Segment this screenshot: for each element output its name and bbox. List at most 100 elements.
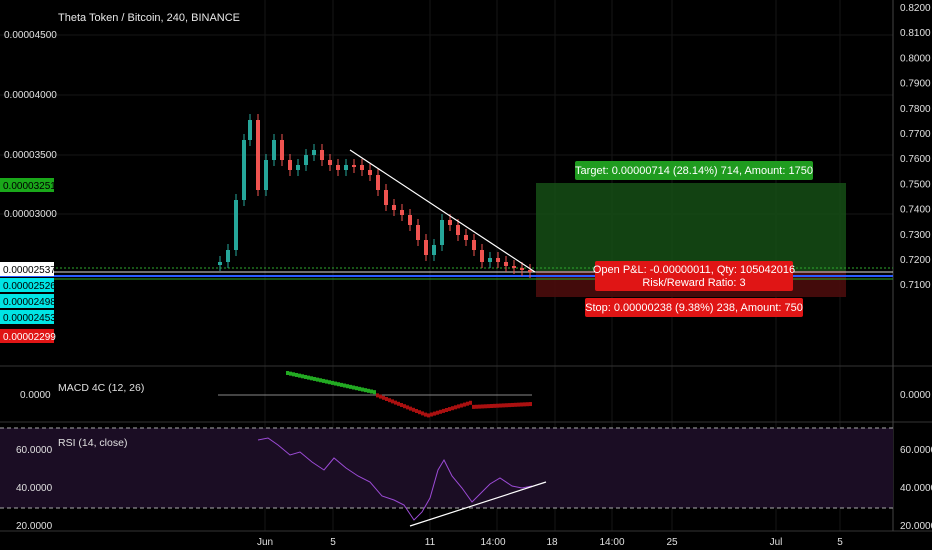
right-axis-label: 0.8100 xyxy=(900,28,931,39)
time-axis-label: Jul xyxy=(770,537,783,548)
macd-bar xyxy=(310,376,313,380)
rsi-label: RSI (14, close) xyxy=(58,437,127,449)
left-axis-label: 0.00004000 xyxy=(4,90,57,101)
rsi-axis-right-label: 20.0000 xyxy=(900,521,932,532)
candle-body xyxy=(336,165,340,170)
macd-bar xyxy=(295,373,298,377)
candle-body xyxy=(234,200,238,250)
macd-bar xyxy=(301,374,304,378)
candle-body xyxy=(280,140,284,160)
macd-bar xyxy=(289,372,292,376)
rsi-axis-left-label: 40.0000 xyxy=(16,483,53,494)
candle-body xyxy=(512,266,516,268)
right-axis-label: 0.7900 xyxy=(900,79,931,90)
stop-label[interactable]: Stop: 0.00000238 (9.38%) 238, Amount: 75… xyxy=(585,298,803,317)
macd-bar xyxy=(382,396,385,400)
macd-bar xyxy=(472,405,475,409)
candle-body xyxy=(368,170,372,175)
rsi-axis-right-label: 40.0000 xyxy=(900,483,932,494)
svg-text:0.00003251: 0.00003251 xyxy=(3,181,56,192)
candle-body xyxy=(344,165,348,170)
candle-body xyxy=(464,235,468,240)
macd-bar xyxy=(493,404,496,408)
macd-bar xyxy=(337,382,340,386)
candle-body xyxy=(376,175,380,190)
chart-title: Theta Token / Bitcoin, 240, BINANCE xyxy=(58,12,240,24)
macd-bar xyxy=(430,413,433,417)
macd-bar xyxy=(370,389,373,393)
target-label[interactable]: Target: 0.00000714 (28.14%) 714, Amount:… xyxy=(575,161,813,180)
time-axis-label: 14:00 xyxy=(480,537,505,548)
candle-body xyxy=(400,210,404,215)
macd-bar xyxy=(322,379,325,383)
right-axis-label: 0.7200 xyxy=(900,255,931,266)
candle-body xyxy=(432,245,436,255)
time-axis-label: Jun xyxy=(257,537,273,548)
candle-body xyxy=(296,165,300,170)
macd-bar xyxy=(448,407,451,411)
macd-axis-left: 0.0000 xyxy=(20,390,51,401)
macd-bar xyxy=(409,407,412,411)
macd-bar xyxy=(436,411,439,415)
right-axis-label: 0.7800 xyxy=(900,104,931,115)
right-axis-label: 0.8200 xyxy=(900,3,931,14)
macd-bar xyxy=(487,404,490,408)
candle-body xyxy=(264,160,268,190)
macd-bar xyxy=(397,402,400,406)
candle-body xyxy=(272,140,276,160)
candle-body xyxy=(218,262,222,265)
macd-bar xyxy=(508,403,511,407)
macd-bar xyxy=(373,390,376,394)
right-axis-label: 0.7400 xyxy=(900,205,931,216)
macd-bar xyxy=(484,404,487,408)
macd-bar xyxy=(400,403,403,407)
macd-bar xyxy=(502,403,505,407)
macd-bar xyxy=(460,404,463,408)
macd-bar xyxy=(325,380,328,384)
macd-bar xyxy=(499,404,502,408)
candle-body xyxy=(352,165,356,167)
macd-bar xyxy=(439,410,442,414)
macd-bar xyxy=(424,413,427,417)
macd-bar xyxy=(523,402,526,406)
macd-bar xyxy=(304,375,307,379)
macd-bar xyxy=(406,405,409,409)
time-axis-label: 25 xyxy=(666,537,678,548)
macd-bar xyxy=(349,385,352,389)
candle-body xyxy=(448,220,452,225)
macd-bar xyxy=(517,403,520,407)
time-axis-label: 5 xyxy=(837,537,843,548)
macd-bar xyxy=(415,409,418,413)
macd-bar xyxy=(286,371,289,375)
macd-bar xyxy=(340,383,343,387)
macd-bar xyxy=(364,388,367,392)
rsi-band xyxy=(0,428,893,508)
price-badge: 0.00002526 xyxy=(0,278,56,292)
macd-bar xyxy=(331,381,334,385)
right-axis-label: 0.8000 xyxy=(900,53,931,64)
candle-body xyxy=(242,140,246,200)
price-badge: 0.00002453 xyxy=(0,310,56,324)
macd-bar xyxy=(457,404,460,408)
candle-body xyxy=(384,190,388,205)
candle-body xyxy=(226,250,230,262)
macd-bar xyxy=(526,402,529,406)
macd-bar xyxy=(469,401,472,405)
right-axis-label: 0.7700 xyxy=(900,129,931,140)
macd-bar xyxy=(355,386,358,390)
macd-bar xyxy=(361,388,364,392)
left-axis-label: 0.00004500 xyxy=(4,30,57,41)
target-zone[interactable] xyxy=(536,183,846,271)
svg-text:0.00002537: 0.00002537 xyxy=(3,265,56,276)
left-axis-label: 0.00003000 xyxy=(4,209,57,220)
macd-bar xyxy=(307,376,310,380)
macd-bar xyxy=(298,374,301,378)
pnl-label[interactable]: Open P&L: -0.00000011, Qty: 105042016 Ri… xyxy=(593,261,795,291)
time-axis-label: 11 xyxy=(425,537,436,548)
macd-label: MACD 4C (12, 26) xyxy=(58,382,144,394)
right-axis-label: 0.7300 xyxy=(900,230,931,241)
candle-body xyxy=(248,120,252,140)
macd-bar xyxy=(478,405,481,409)
rsi-axis-left-label: 60.0000 xyxy=(16,445,53,456)
